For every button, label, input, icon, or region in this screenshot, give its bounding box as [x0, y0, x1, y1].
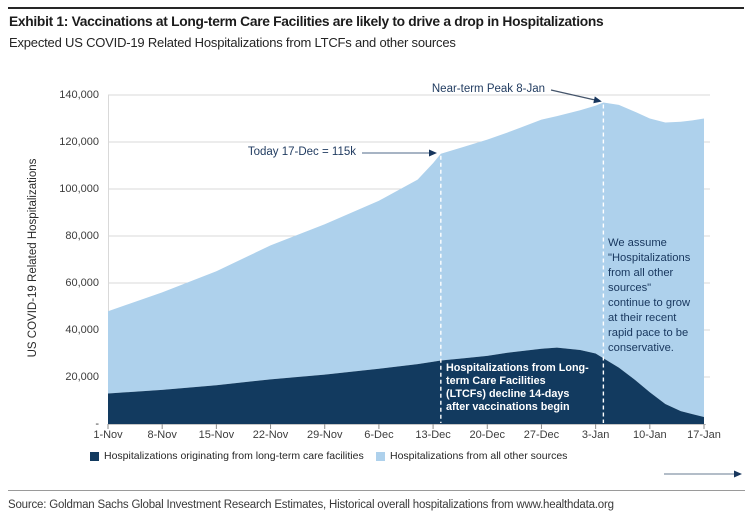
plot-area: [107, 94, 710, 429]
y-tick-label: 100,000: [59, 183, 99, 195]
x-tick-label: 20-Dec: [469, 429, 505, 441]
legend-label: Hospitalizations originating from long-t…: [104, 450, 364, 462]
y-tick-label: 120,000: [59, 136, 99, 148]
x-tick-label: 22-Nov: [252, 429, 289, 441]
legend-label: Hospitalizations from all other sources: [390, 450, 568, 462]
legend-item: Hospitalizations from all other sources: [376, 450, 567, 462]
x-tick-label: 13-Dec: [415, 429, 451, 441]
x-tick-label: 27-Dec: [523, 429, 560, 441]
x-tick-label: 1-Nov: [93, 429, 123, 441]
peak-arrow: [550, 89, 602, 104]
legend-swatch-icon: [376, 451, 385, 461]
legend-item: Hospitalizations originating from long-t…: [90, 450, 364, 462]
bottom-divider: [8, 490, 745, 491]
exhibit-subtitle: Expected US COVID-19 Related Hospitaliza…: [9, 35, 456, 50]
x-tick-label: 17-Jan: [687, 429, 721, 441]
area-other-sources: [108, 102, 704, 417]
top-divider: [8, 7, 744, 9]
source-line: Source: Goldman Sachs Global Investment …: [8, 499, 614, 511]
x-tick-label: 15-Nov: [198, 429, 235, 441]
x-tick-label: 3-Jan: [581, 429, 610, 441]
x-tick-label: 8-Nov: [147, 429, 177, 441]
assumption-note: We assume "Hospitalizations from all oth…: [608, 237, 691, 354]
x-tick-label: 29-Nov: [306, 429, 343, 441]
y-tick-label: 40,000: [65, 324, 99, 336]
y-tick-label: 140,000: [59, 89, 99, 101]
exhibit-title: Exhibit 1: Vaccinations at Long-term Car…: [9, 14, 604, 29]
y-tick-label: 20,000: [65, 371, 99, 383]
legend-swatch-icon: [90, 451, 99, 461]
y-tick-label: -: [95, 418, 99, 430]
today-annotation: Today 17-Dec = 115k: [247, 146, 356, 158]
peak-annotation: Near-term Peak 8-Jan: [431, 83, 545, 95]
x-tick-label: 10-Jan: [632, 429, 667, 441]
y-tick-label: 60,000: [65, 277, 99, 289]
y-tick-label: 80,000: [65, 230, 99, 242]
area-ltcf: [108, 347, 704, 424]
x-tick-label: 6-Dec: [364, 429, 394, 441]
ltcf-decline-note: Hospitalizations from Long- term Care Fa…: [446, 362, 589, 413]
